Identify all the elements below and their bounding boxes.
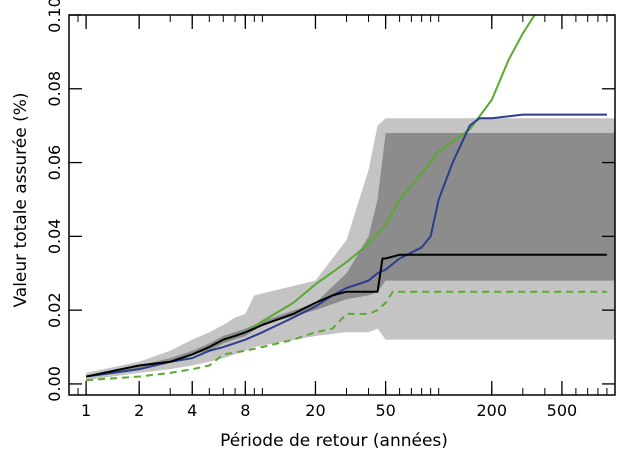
x-tick-label: 8 bbox=[240, 401, 250, 420]
x-tick-label: 20 bbox=[305, 401, 325, 420]
y-tick-labels: 0.00 0.02 0.04 0.06 0.08 0.10 bbox=[45, 0, 64, 402]
band-inner bbox=[86, 133, 615, 377]
series-lines bbox=[85, 15, 607, 382]
y-tick-label: 0.08 bbox=[45, 71, 64, 107]
y-tick-label: 0.02 bbox=[45, 292, 64, 328]
series-line-3 bbox=[85, 253, 607, 378]
plot-frame bbox=[68, 14, 616, 396]
y-axis-title: Valeur totale assurée (%) bbox=[11, 92, 31, 307]
axis-ticks bbox=[68, 14, 616, 395]
x-tick-label: 200 bbox=[476, 401, 507, 420]
x-tick-label: 50 bbox=[375, 401, 395, 420]
series-line-4 bbox=[86, 290, 607, 382]
y-tick-label: 0.06 bbox=[45, 145, 64, 181]
y-tick-label: 0.00 bbox=[45, 366, 64, 402]
confidence-bands bbox=[86, 118, 615, 381]
x-tick-label: 2 bbox=[134, 401, 144, 420]
x-tick-label: 4 bbox=[187, 401, 197, 420]
y-tick-label: 0.04 bbox=[45, 219, 64, 255]
y-tick-label: 0.10 bbox=[45, 0, 64, 33]
x-tick-label: 1 bbox=[81, 401, 91, 420]
x-tick-label: 500 bbox=[547, 401, 578, 420]
x-axis-title: Période de retour (années) bbox=[220, 431, 448, 450]
x-tick-labels: 1 2 4 8 20 50 200 500 bbox=[81, 401, 577, 420]
series-line-2 bbox=[85, 113, 607, 378]
